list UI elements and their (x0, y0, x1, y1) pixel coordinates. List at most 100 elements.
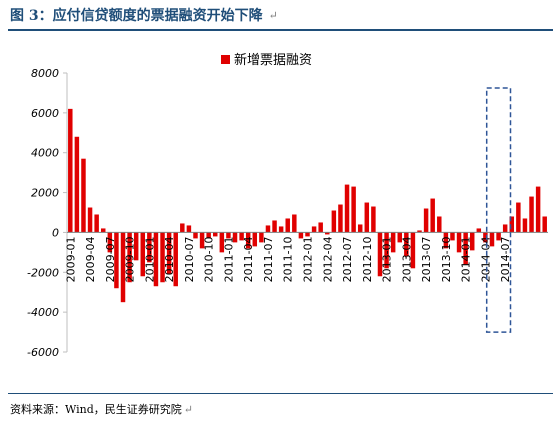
bar (127, 232, 132, 283)
bar (325, 232, 330, 235)
bar (331, 210, 337, 233)
paragraph-mark: ↵ (268, 8, 278, 22)
bar (278, 226, 284, 233)
bar (377, 232, 383, 277)
bar (285, 218, 290, 233)
bar (245, 232, 251, 249)
bar (232, 232, 238, 243)
y-tick-label-4: 0 (52, 226, 59, 239)
bar (456, 232, 462, 253)
x-tick-label-3: 2009-10 (124, 236, 137, 282)
bar (516, 202, 521, 233)
bar (338, 204, 343, 233)
bar (417, 230, 422, 233)
bar (133, 232, 139, 261)
y-tick-label-3: 2000 (31, 187, 59, 200)
paragraph-mark-source: ↵ (183, 402, 193, 416)
bar (371, 206, 376, 233)
bar (147, 232, 152, 263)
bar (311, 226, 317, 233)
bar (364, 202, 370, 233)
bar (496, 232, 501, 241)
x-tick-label-17: 2013-04 (400, 236, 413, 282)
bar (318, 222, 323, 233)
bar (74, 136, 80, 233)
x-tick-label-4: 2010-01 (143, 236, 156, 282)
bar (298, 232, 304, 239)
bar (94, 214, 99, 233)
bar (206, 232, 211, 239)
bar (107, 232, 113, 253)
x-tick-label-22: 2014-07 (499, 236, 512, 282)
bar (173, 232, 178, 287)
bar (213, 232, 218, 237)
x-tick-label-19: 2013-10 (440, 236, 453, 282)
x-tick-label-0: 2009-01 (64, 236, 77, 282)
figure-title: 图 3：应付信贷额度的票据融资开始下降 ↵ (10, 4, 555, 26)
x-tick-label-8: 2011-01 (222, 236, 235, 282)
bar (344, 184, 350, 233)
x-tick-label-5: 2010-04 (163, 236, 176, 282)
bar (390, 232, 396, 253)
bar (443, 232, 449, 249)
bar (87, 207, 93, 233)
bar (265, 225, 271, 233)
y-axis: 8000 6000 4000 2000 0 -2000 -4000 -6000 (27, 67, 68, 359)
y-tick-label-1: 6000 (31, 107, 59, 120)
bar (529, 196, 534, 233)
x-tick-label-18: 2013-07 (420, 236, 433, 282)
source-note: 资料来源：Wind，民生证券研究院 ↵ (10, 400, 193, 418)
x-tick-label-16: 2013-01 (381, 236, 394, 282)
x-tick-label-21: 2014-04 (479, 236, 492, 282)
figure-title-text: 图 3：应付信贷额度的票据融资开始下降 (10, 8, 263, 24)
bar (430, 198, 435, 233)
bar (384, 232, 389, 269)
bar (476, 228, 482, 233)
bar (81, 158, 86, 233)
bar (410, 232, 416, 269)
bar (259, 232, 264, 243)
y-tick-label-5: -2000 (27, 266, 59, 279)
bar (180, 223, 185, 233)
bar (199, 232, 205, 249)
bar (252, 232, 258, 247)
bar (397, 232, 402, 243)
bar-chart: 新增票据融资 80006000400020000-2000-4000-6000 … (27, 52, 548, 359)
bar (483, 232, 488, 243)
bar (114, 232, 119, 289)
bar (101, 228, 106, 233)
bar (502, 224, 508, 233)
bar (140, 232, 146, 277)
x-tick-label-13: 2012-04 (321, 236, 334, 282)
y-tick-label-0: 8000 (31, 67, 59, 80)
bar (292, 214, 297, 233)
legend-label: 新增票据融资 (234, 52, 312, 68)
title-divider (8, 29, 553, 31)
x-tick-label-11: 2011-10 (282, 236, 295, 282)
x-tick-label-7: 2010-10 (203, 236, 216, 282)
x-tick-label-10: 2011-07 (262, 236, 275, 282)
x-tick-label-12: 2012-01 (302, 236, 315, 282)
bar (509, 216, 514, 233)
bar (351, 186, 356, 233)
bar (423, 208, 429, 233)
bar (404, 232, 409, 257)
footer-divider (8, 393, 553, 394)
x-tick-label-6: 2010-07 (183, 236, 196, 282)
bar (305, 232, 310, 237)
bar (542, 216, 547, 233)
bar (450, 232, 455, 241)
bar-series (68, 108, 547, 303)
bar (226, 232, 231, 239)
bar (166, 232, 172, 275)
y-tick-label-6: -4000 (27, 306, 59, 319)
y-tick-label-2: 4000 (31, 147, 59, 160)
chart-legend: 新增票据融资 (221, 52, 312, 68)
bar (193, 232, 198, 239)
y-tick-label-7: -6000 (27, 346, 59, 359)
bar (357, 224, 363, 233)
highlight-box (485, 87, 512, 333)
source-text: 资料来源：Wind，民生证券研究院 (10, 403, 182, 416)
x-axis: 2009-01 2009-04 2009-07 2009-10 2010-01 2010-… (64, 231, 548, 282)
x-tick-label-14: 2012-07 (341, 236, 354, 282)
